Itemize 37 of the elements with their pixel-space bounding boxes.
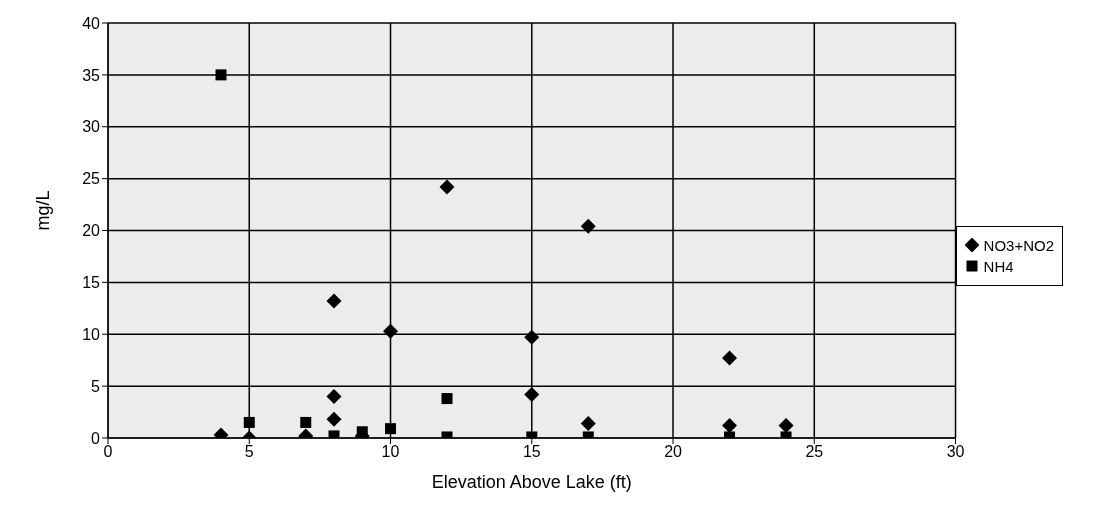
y-tick-label: 30 — [82, 118, 101, 136]
point — [326, 411, 342, 427]
point — [524, 329, 540, 345]
y-tick-label: 5 — [91, 377, 101, 395]
point — [580, 218, 596, 234]
point — [383, 323, 399, 339]
legend-label: NH4 — [983, 257, 1014, 275]
point — [326, 293, 342, 309]
x-tick-label: 20 — [664, 443, 683, 461]
x-tick-label: 10 — [381, 443, 400, 461]
point — [524, 386, 540, 402]
x-tick-label: 25 — [805, 443, 824, 461]
y-tick-label: 35 — [82, 66, 101, 84]
legend-label: NO3+NO2 — [983, 236, 1054, 254]
y-tick-label: 0 — [91, 429, 101, 447]
point — [300, 416, 312, 428]
y-tick-label: 40 — [82, 14, 101, 32]
point — [778, 418, 794, 434]
point — [326, 389, 342, 404]
point — [439, 179, 455, 195]
x-tick-label: 5 — [244, 443, 254, 461]
x-tick-label: 30 — [946, 443, 965, 461]
point — [722, 418, 738, 434]
x-tick-label: 0 — [103, 443, 113, 461]
point — [243, 416, 255, 428]
y-tick-label: 25 — [82, 170, 101, 188]
y-tick-label: 20 — [82, 222, 101, 240]
point — [722, 350, 738, 366]
point — [580, 415, 596, 431]
y-axis-title: mg/L — [33, 190, 54, 231]
x-axis-title: Elevation Above Lake (ft) — [431, 472, 632, 492]
y-tick-label: 10 — [82, 325, 101, 343]
x-tick-label: 15 — [522, 443, 541, 461]
point — [215, 69, 227, 81]
y-tick-label: 15 — [82, 274, 101, 292]
point — [385, 423, 397, 435]
point — [441, 393, 453, 405]
